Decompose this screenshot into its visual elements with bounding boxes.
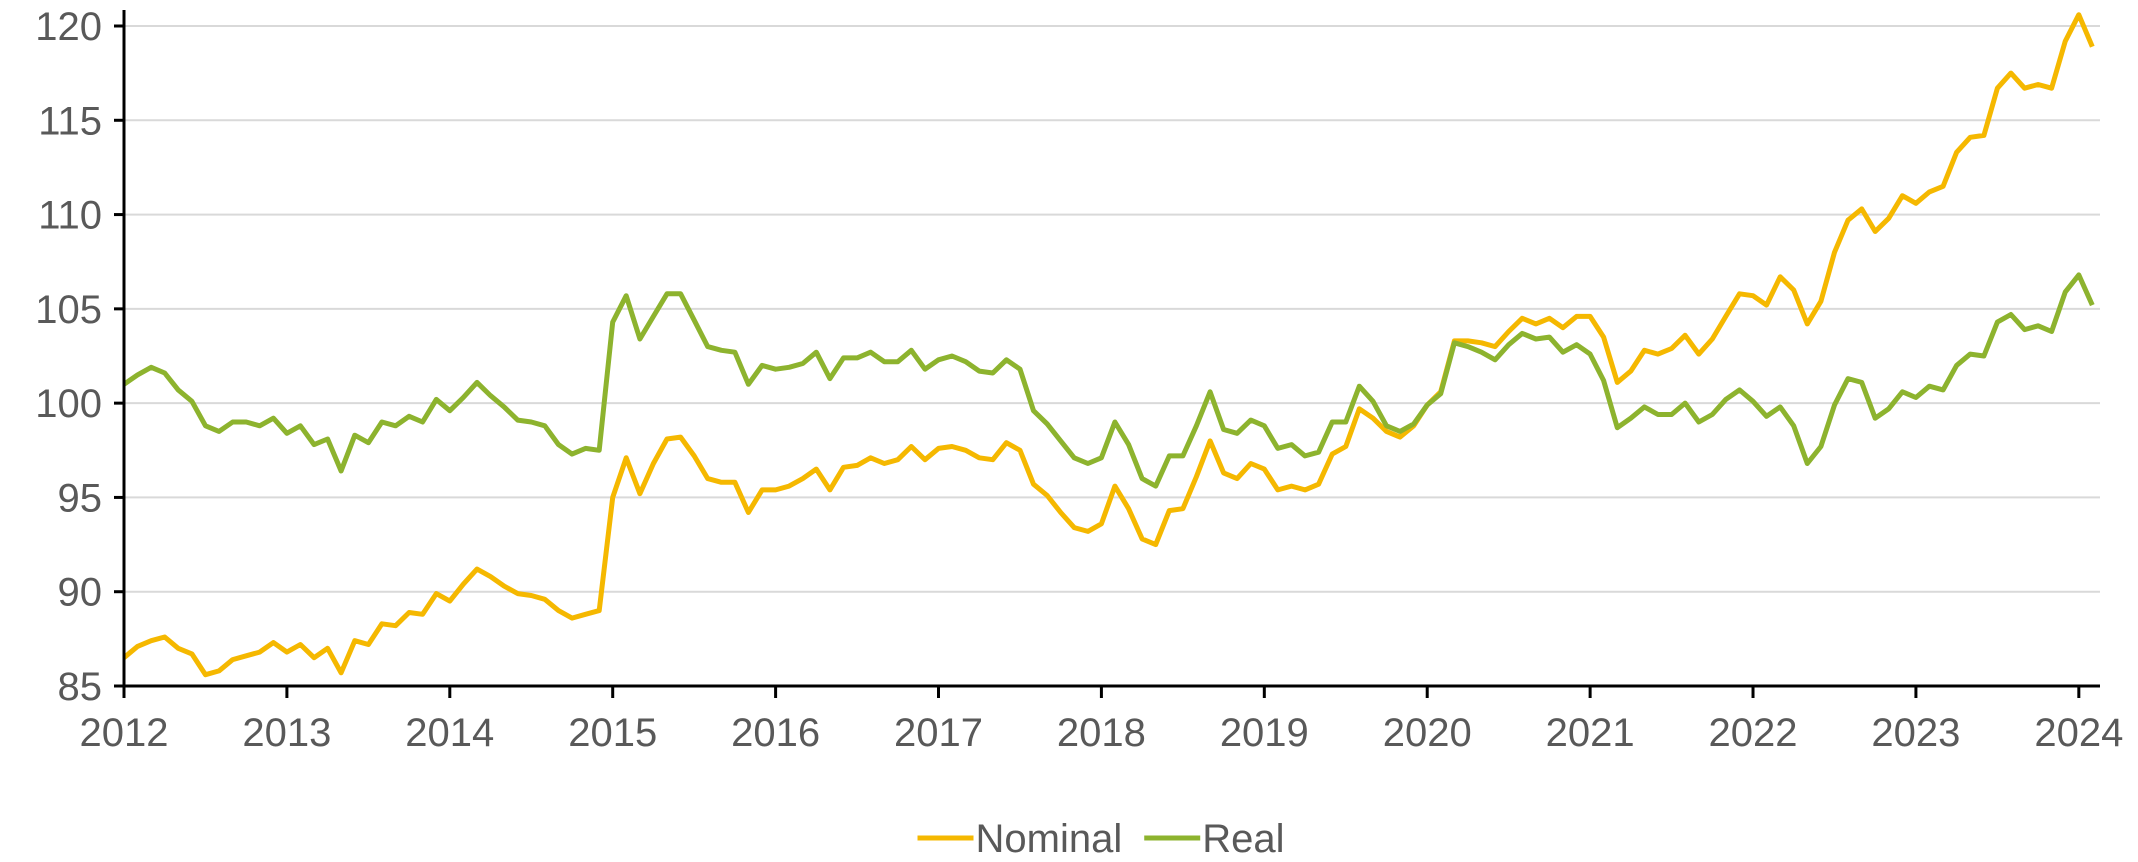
y-tick-label: 85 xyxy=(58,665,103,709)
x-tick-label: 2013 xyxy=(242,711,331,755)
legend-label: Real xyxy=(1202,817,1284,861)
x-tick-label: 2014 xyxy=(405,711,494,755)
line-series xyxy=(122,12,2095,678)
y-tick-label: 115 xyxy=(38,99,102,143)
legend-label: Nominal xyxy=(976,817,1123,861)
line-series xyxy=(122,272,2095,489)
x-tick-label: 2017 xyxy=(894,711,983,755)
x-tick-label: 2015 xyxy=(568,711,657,755)
y-tick-label: 100 xyxy=(35,382,102,426)
x-tick-label: 2024 xyxy=(2034,711,2123,755)
y-tick-label: 90 xyxy=(58,571,103,615)
x-tick-label: 2021 xyxy=(1546,711,1635,755)
x-tick-label: 2019 xyxy=(1220,711,1309,755)
x-tick-label: 2012 xyxy=(80,711,169,755)
y-tick-label: 95 xyxy=(58,476,103,520)
y-tick-label: 110 xyxy=(38,194,102,238)
x-tick-label: 2023 xyxy=(1871,711,1960,755)
y-tick-label: 105 xyxy=(35,288,102,332)
y-tick-label: 120 xyxy=(35,5,102,49)
x-tick-label: 2016 xyxy=(731,711,820,755)
x-tick-label: 2020 xyxy=(1383,711,1472,755)
x-tick-label: 2018 xyxy=(1057,711,1146,755)
x-tick-label: 2022 xyxy=(1709,711,1798,755)
